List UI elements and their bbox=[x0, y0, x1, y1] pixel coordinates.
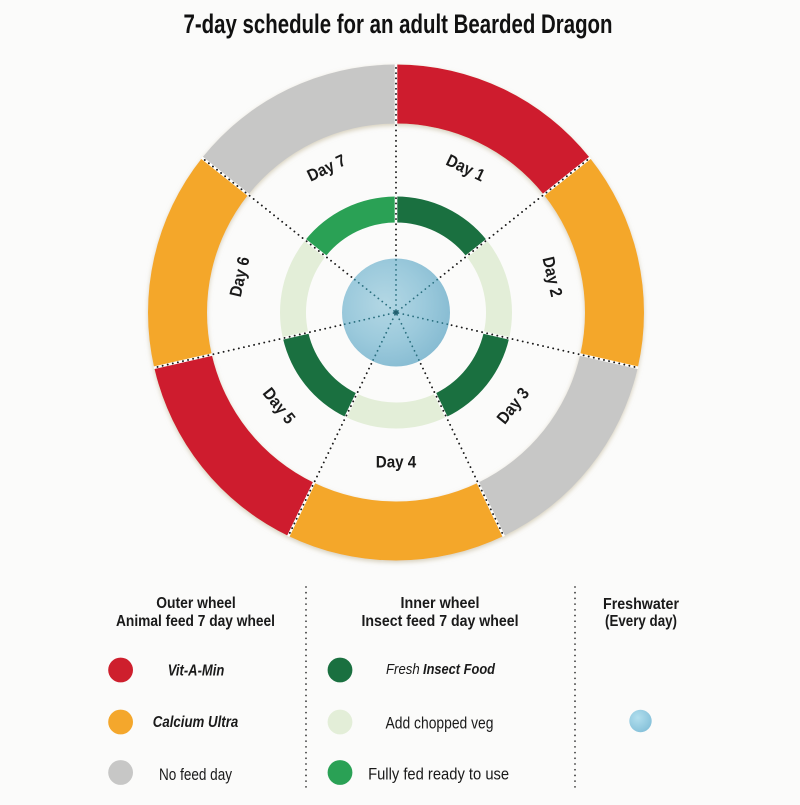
svg-text:(Every day): (Every day) bbox=[605, 613, 677, 630]
svg-text:Outer wheel: Outer wheel bbox=[156, 595, 236, 612]
svg-text:Day 4: Day 4 bbox=[376, 453, 417, 472]
svg-text:No feed day: No feed day bbox=[159, 766, 233, 784]
svg-text:Fully fed ready to use: Fully fed ready to use bbox=[368, 766, 509, 784]
svg-text:Vit-A-Min: Vit-A-Min bbox=[168, 662, 225, 679]
svg-text:7-day schedule for an adult Be: 7-day schedule for an adult Bearded Drag… bbox=[184, 9, 613, 39]
svg-text:Animal feed 7 day wheel: Animal feed 7 day wheel bbox=[116, 613, 275, 630]
svg-text:Inner wheel: Inner wheel bbox=[401, 595, 480, 612]
svg-text:Insect Food: Insect Food bbox=[423, 662, 496, 678]
svg-text:Insect feed 7 day wheel: Insect feed 7 day wheel bbox=[362, 613, 519, 630]
svg-text:Add chopped veg: Add chopped veg bbox=[386, 714, 494, 732]
svg-text:Fresh: Fresh bbox=[386, 662, 420, 678]
svg-text:Calcium Ultra: Calcium Ultra bbox=[153, 714, 239, 731]
svg-text:Freshwater: Freshwater bbox=[603, 596, 679, 613]
